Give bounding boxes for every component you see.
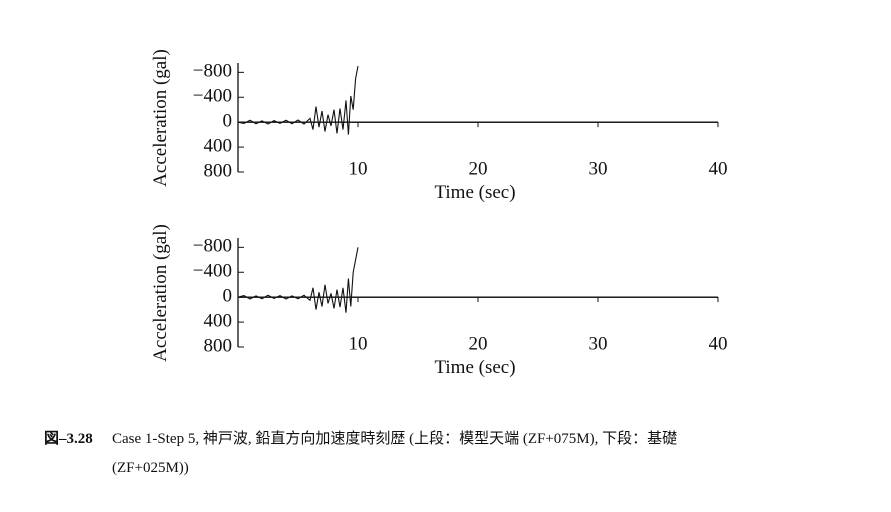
data-line [237,247,718,313]
x-tick-label: 20 [469,158,488,179]
y-axis-title: Acceleration (gal) [150,224,171,362]
y-tick-label: −400 [193,261,232,282]
x-tick-label: 30 [589,333,608,354]
y-tick-label: −400 [193,86,232,107]
caption-label: 図–3.28 [44,430,93,447]
x-tick-label: 20 [469,333,488,354]
y-tick-label: 0 [223,111,233,132]
x-tick-label: 10 [349,158,368,179]
caption-text: Case 1-Step 5, 神戸波, 鉛直方向加速度時刻歴 (上段：模型天端 … [112,430,677,447]
y-tick-label: 800 [204,160,233,181]
x-tick-label: 10 [349,333,368,354]
x-tick-label: 30 [589,158,608,179]
x-axis-title: Time (sec) [434,182,515,203]
y-tick-label: 400 [204,135,233,156]
caption-text: (ZF+025M)) [112,460,189,476]
y-axis-title: Acceleration (gal) [150,49,171,187]
y-tick-label: 800 [204,335,233,356]
y-tick-label: −800 [193,61,232,82]
x-tick-label: 40 [709,158,728,179]
x-tick-label: 40 [709,333,728,354]
y-tick-label: 400 [204,310,233,331]
data-line [237,65,718,135]
y-tick-label: −800 [193,236,232,257]
y-tick-label: 0 [223,286,233,307]
x-axis-title: Time (sec) [434,357,515,378]
